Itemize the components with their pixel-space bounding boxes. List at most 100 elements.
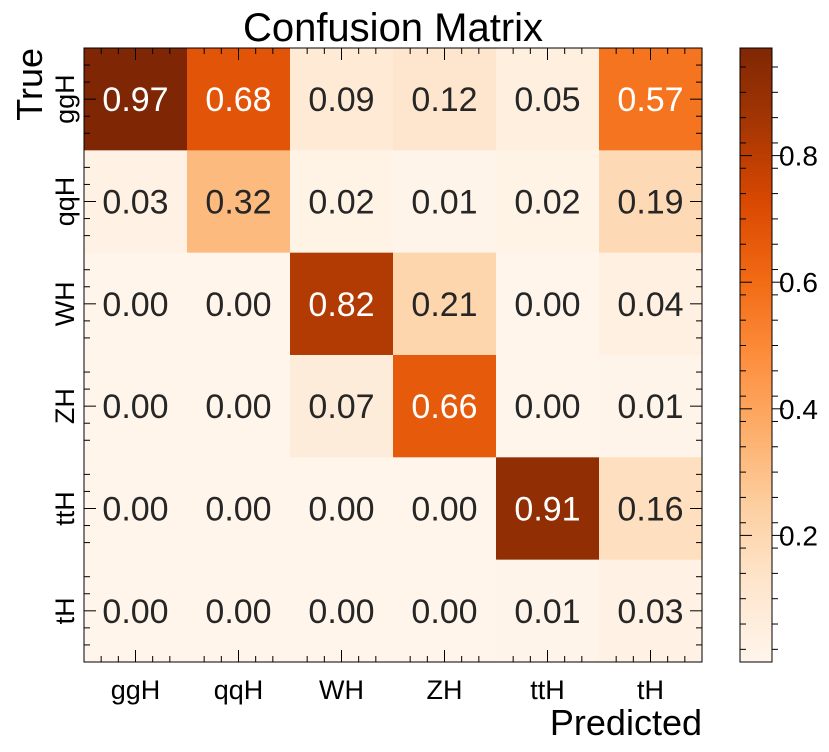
cell-value-label: 0.04 bbox=[617, 286, 683, 324]
y-axis-label: True bbox=[9, 48, 50, 121]
y-tick-label: WH bbox=[50, 281, 80, 326]
cell-value-label: 0.02 bbox=[308, 183, 374, 221]
colorbar-ticks bbox=[740, 66, 784, 650]
heatmap-cell bbox=[393, 48, 497, 151]
heatmap-cell bbox=[393, 252, 497, 356]
heatmap-cell bbox=[290, 48, 394, 151]
plot-frame bbox=[83, 47, 703, 663]
x-tick-labels: ggH qqH WH ZH ttH tH bbox=[111, 675, 664, 705]
y-tick-label: tH bbox=[50, 597, 80, 624]
heatmap-cell bbox=[599, 150, 703, 254]
colorbar-tick-label: 0.2 bbox=[779, 520, 818, 551]
cell-value-label: 0.00 bbox=[102, 286, 168, 324]
cell-value-label: 0.00 bbox=[102, 490, 168, 528]
heatmap-cell bbox=[496, 559, 600, 663]
colorbar-tick-label: 0.6 bbox=[779, 267, 818, 298]
plot-ticks bbox=[84, 48, 702, 662]
cell-value-label: 0.12 bbox=[411, 81, 477, 119]
heatmap-cell bbox=[599, 559, 703, 663]
heatmap-cell bbox=[599, 48, 703, 151]
heatmap-cell bbox=[496, 457, 600, 561]
cell-value-label: 0.09 bbox=[308, 81, 374, 119]
x-tick-label: tH bbox=[637, 675, 664, 705]
heatmap-cell bbox=[496, 252, 600, 356]
heatmap-cell bbox=[496, 48, 600, 151]
y-tick-labels: ggH qqH WH ZH ttH tH bbox=[50, 74, 80, 624]
heatmap-cell bbox=[187, 354, 291, 458]
cell-value-label: 0.57 bbox=[617, 81, 683, 119]
heatmap-cell bbox=[290, 252, 394, 356]
cell-value-label: 0.00 bbox=[205, 490, 271, 528]
heatmap-cell bbox=[393, 150, 497, 254]
heatmap-cell bbox=[187, 559, 291, 663]
cell-value-label: 0.00 bbox=[205, 286, 271, 324]
cell-value-label: 0.91 bbox=[514, 490, 580, 528]
heatmap-cell bbox=[84, 252, 188, 356]
cell-value-label: 0.05 bbox=[514, 81, 580, 119]
colorbar-tick-labels: 0.2 0.4 0.6 0.8 bbox=[779, 141, 818, 552]
cell-value-label: 0.03 bbox=[617, 593, 683, 631]
cell-value-label: 0.07 bbox=[308, 388, 374, 426]
cell-value-label: 0.00 bbox=[102, 388, 168, 426]
heatmap-cell bbox=[290, 559, 394, 663]
heatmap-cells bbox=[84, 48, 703, 663]
cell-value-label: 0.00 bbox=[205, 388, 271, 426]
cell-value-label: 0.00 bbox=[514, 286, 580, 324]
x-tick-label: ttH bbox=[530, 675, 565, 705]
x-tick-label: qqH bbox=[214, 675, 264, 705]
heatmap-cell bbox=[84, 457, 188, 561]
heatmap-cell bbox=[393, 559, 497, 663]
x-tick-label: ggH bbox=[111, 675, 161, 705]
cell-value-label: 0.01 bbox=[411, 183, 477, 221]
heatmap-cell bbox=[290, 457, 394, 561]
colorbar-tick-label: 0.4 bbox=[779, 394, 818, 425]
y-tick-label: ttH bbox=[50, 491, 80, 526]
heatmap-cell bbox=[84, 48, 188, 151]
cell-value-label: 0.02 bbox=[514, 183, 580, 221]
x-tick-label: ZH bbox=[427, 675, 463, 705]
cell-value-label: 0.97 bbox=[102, 81, 168, 119]
cell-value-label: 0.19 bbox=[617, 183, 683, 221]
colorbar-tick-label: 0.8 bbox=[779, 141, 818, 172]
cell-value-label: 0.32 bbox=[205, 183, 271, 221]
cell-value-label: 0.00 bbox=[411, 490, 477, 528]
heatmap-cell bbox=[496, 354, 600, 458]
chart-title: Confusion Matrix bbox=[243, 6, 543, 50]
y-tick-label: ggH bbox=[50, 74, 80, 124]
cell-value-label: 0.66 bbox=[411, 388, 477, 426]
heatmap-cell bbox=[290, 150, 394, 254]
cell-value-label: 0.00 bbox=[308, 490, 374, 528]
cell-value-label: 0.00 bbox=[411, 593, 477, 631]
heatmap-cell bbox=[599, 457, 703, 561]
heatmap-cell bbox=[187, 457, 291, 561]
cell-value-label: 0.16 bbox=[617, 490, 683, 528]
x-tick-label: WH bbox=[319, 675, 364, 705]
cell-value-label: 0.00 bbox=[308, 593, 374, 631]
heatmap-cell bbox=[187, 48, 291, 151]
cell-value-label: 0.03 bbox=[102, 183, 168, 221]
cell-value-label: 0.68 bbox=[205, 81, 271, 119]
x-axis-label: Predicted bbox=[550, 702, 702, 743]
heatmap-cell bbox=[290, 354, 394, 458]
cell-value-label: 0.01 bbox=[617, 388, 683, 426]
heatmap-value-labels: 0.97 0.68 0.09 0.12 0.05 0.57 0.03 0.32 0.02 0.01… bbox=[102, 81, 683, 631]
heatmap-cell bbox=[496, 150, 600, 254]
heatmap-cell bbox=[599, 354, 703, 458]
cell-value-label: 0.00 bbox=[102, 593, 168, 631]
cell-value-label: 0.82 bbox=[308, 286, 374, 324]
y-tick-label: ZH bbox=[50, 388, 80, 424]
cell-value-label: 0.00 bbox=[514, 388, 580, 426]
heatmap-cell bbox=[84, 150, 188, 254]
cell-value-label: 0.21 bbox=[411, 286, 477, 324]
y-tick-label: qqH bbox=[50, 177, 80, 227]
heatmap-cell bbox=[187, 252, 291, 356]
heatmap-cell bbox=[599, 252, 703, 356]
cell-value-label: 0.01 bbox=[514, 593, 580, 631]
colorbar bbox=[739, 47, 773, 663]
heatmap-cell bbox=[84, 354, 188, 458]
heatmap-cell bbox=[393, 457, 497, 561]
heatmap-cell bbox=[84, 559, 188, 663]
heatmap-cell bbox=[187, 150, 291, 254]
heatmap-cell bbox=[393, 354, 497, 458]
